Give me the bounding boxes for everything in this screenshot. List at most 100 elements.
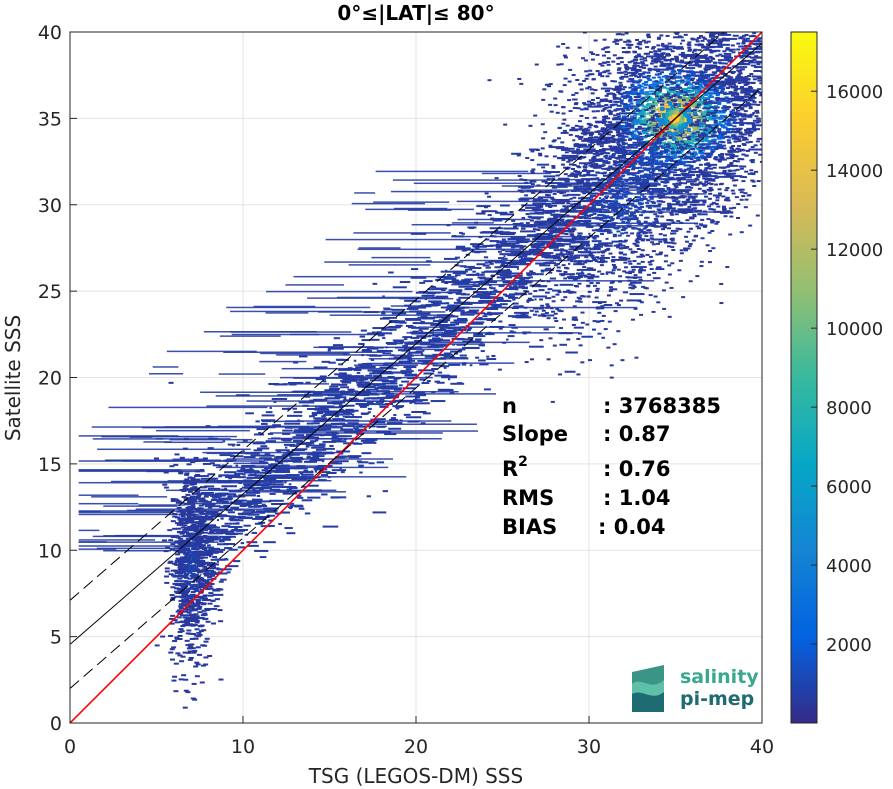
density-point <box>220 514 227 517</box>
density-point <box>732 125 737 128</box>
density-point <box>745 103 757 106</box>
density-point <box>238 517 253 520</box>
density-point <box>92 535 188 538</box>
density-point <box>310 433 323 436</box>
density-point <box>651 85 656 88</box>
density-point <box>250 454 262 457</box>
density-point <box>670 147 675 150</box>
density-point <box>318 311 446 313</box>
density-point <box>361 412 368 415</box>
density-point <box>605 272 609 275</box>
density-point <box>414 300 421 303</box>
density-point <box>686 80 691 83</box>
density-point <box>743 59 754 62</box>
density-point <box>625 94 630 97</box>
density-point <box>588 252 593 255</box>
density-point <box>565 198 570 201</box>
density-point <box>544 182 559 185</box>
density-point <box>569 128 574 131</box>
density-point <box>284 481 287 484</box>
density-point <box>679 160 684 163</box>
density-point <box>497 269 508 272</box>
density-point <box>282 492 293 495</box>
density-point <box>597 307 605 310</box>
density-point <box>572 163 577 166</box>
density-point <box>703 37 708 40</box>
density-point <box>484 280 655 282</box>
density-point <box>312 422 320 425</box>
density-point <box>230 506 239 509</box>
density-point <box>176 523 184 526</box>
density-point <box>684 157 693 160</box>
density-point <box>540 270 545 273</box>
density-point <box>663 193 668 196</box>
density-point <box>614 164 619 167</box>
density-point <box>662 97 672 100</box>
density-point <box>748 94 753 97</box>
density-point <box>573 241 587 244</box>
density-point <box>625 124 630 127</box>
density-point <box>528 148 539 151</box>
density-point <box>246 544 259 547</box>
density-point <box>669 90 674 93</box>
density-point <box>366 354 451 357</box>
density-point <box>739 167 744 170</box>
density-point <box>626 51 631 54</box>
density-point <box>443 355 455 358</box>
density-point <box>477 295 491 298</box>
density-point <box>742 165 747 168</box>
density-point <box>639 253 644 256</box>
density-point <box>703 163 708 166</box>
density-point <box>675 136 680 139</box>
density-point <box>332 435 348 438</box>
density-point <box>282 432 291 435</box>
density-point <box>581 128 586 131</box>
density-point <box>624 180 629 183</box>
density-point <box>574 92 579 95</box>
density-point <box>717 103 722 106</box>
density-point <box>624 152 629 155</box>
density-point <box>235 464 239 467</box>
density-point <box>318 471 331 474</box>
density-point <box>695 166 700 169</box>
density-point <box>740 188 745 191</box>
density-point <box>616 68 621 71</box>
density-point <box>671 197 676 200</box>
density-point <box>757 120 762 123</box>
density-point <box>636 86 641 89</box>
density-point <box>338 363 343 366</box>
density-point <box>244 491 346 493</box>
density-point <box>409 401 416 404</box>
density-point <box>210 495 214 498</box>
density-point <box>633 56 638 59</box>
density-point <box>612 94 617 97</box>
density-point <box>96 547 183 550</box>
density-point <box>646 77 651 80</box>
density-point <box>391 308 405 311</box>
density-point <box>587 193 707 195</box>
density-point <box>651 46 656 49</box>
density-point <box>682 93 693 96</box>
density-point <box>734 96 743 99</box>
density-point <box>177 566 189 569</box>
density-point <box>368 358 469 360</box>
density-point <box>696 92 701 95</box>
density-point <box>622 127 627 130</box>
density-point <box>621 51 626 54</box>
density-point <box>573 170 578 173</box>
density-point <box>741 59 746 62</box>
density-point <box>628 286 633 289</box>
density-point <box>659 128 663 131</box>
density-point <box>207 572 218 575</box>
density-point <box>615 168 620 171</box>
density-point <box>504 287 508 290</box>
density-point <box>610 217 615 220</box>
density-point <box>667 42 672 45</box>
density-point <box>726 75 731 78</box>
density-point <box>729 175 743 178</box>
density-point <box>326 472 337 475</box>
density-point <box>661 57 666 60</box>
density-point <box>230 310 362 313</box>
density-point <box>207 538 219 541</box>
density-point <box>530 171 535 174</box>
